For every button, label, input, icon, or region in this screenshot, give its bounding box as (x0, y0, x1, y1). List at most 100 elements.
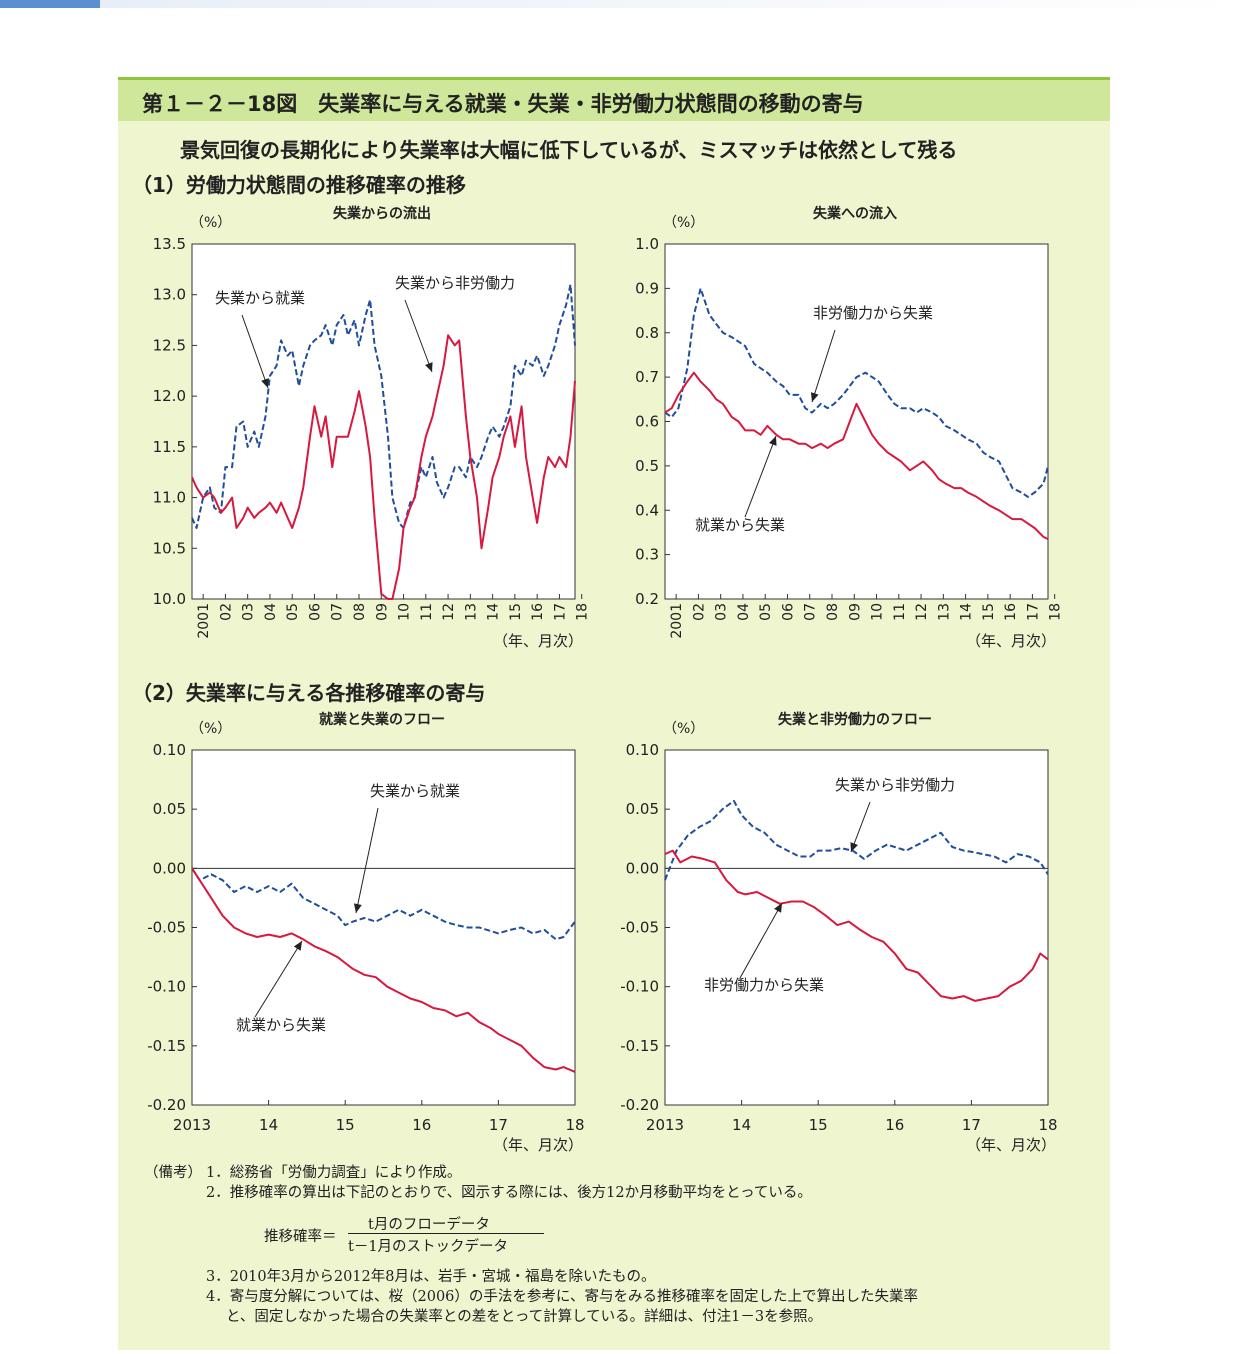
c3-annotation-arrowhead (293, 941, 302, 951)
note-4a: 4．寄与度分解については、桜（2006）の手法を参考に、寄与をみる推移確率を固定… (206, 1289, 918, 1305)
c3-xlabel: （年、月次） (493, 1136, 583, 1154)
c4-xtick-label: 18 (1038, 1116, 1057, 1134)
c2-ytick-label: 0.7 (635, 368, 659, 386)
c2-xtick-label: 05 (758, 603, 774, 621)
c2-plot-area (664, 243, 1049, 600)
c1-ytick-label: 12.5 (153, 336, 186, 354)
c3-annotation-label: 就業から失業 (236, 1016, 326, 1034)
c2-xtick-label: 12 (914, 603, 930, 621)
c3-series-dashed-line (191, 867, 576, 941)
c3-xtick-label: 18 (565, 1116, 584, 1134)
figure-title: 第１－２－18図 失業率に与える就業・失業・非労働力状態間の移動の寄与 (142, 92, 864, 116)
c2-xtick-label: 07 (803, 603, 819, 621)
c1-xtick-label: 15 (508, 603, 524, 621)
c3-ytick-label: -0.15 (147, 1037, 186, 1055)
formula-lhs: 推移確率＝ (264, 1229, 337, 1245)
figure-header: 第１－２－18図 失業率に与える就業・失業・非労働力状態間の移動の寄与 (118, 77, 1110, 121)
c4-annotation-label: 失業から非労働力 (835, 776, 955, 794)
formula-denominator: t－1月のストックデータ (348, 1239, 509, 1255)
c2-xtick-label: 03 (714, 603, 730, 621)
c2-xtick-label: 06 (780, 603, 796, 621)
c3-ytick-label: 0.05 (153, 800, 186, 818)
c4-series-solid-line (664, 849, 1049, 1002)
c1-ytick-label: 13.0 (153, 286, 186, 304)
c1-annotation-arrowhead (425, 362, 433, 372)
figure-subtitle: 景気回復の長期化により失業率は大幅に低下しているが、ミスマッチは依然として残る (180, 138, 958, 162)
c1-xtick-label: 17 (552, 603, 568, 621)
c1-xtick-label: 2001 (196, 603, 212, 639)
c1-xtick-label: 06 (307, 603, 323, 621)
c1-xtick-label: 12 (441, 603, 457, 621)
c1-annotation-arrow (404, 299, 433, 373)
c1-annotation-label: 失業から就業 (215, 289, 305, 307)
c2-annotation-label: 非労働力から失業 (813, 304, 933, 322)
c4-annotation-arrow (739, 902, 783, 979)
c4-ytick-label: -0.10 (620, 978, 659, 996)
c2-series-solid-line (664, 371, 1049, 540)
c1-series-solid-line (191, 334, 576, 600)
c2-xtick-label: 14 (959, 603, 975, 621)
c2-xtick-label: 10 (870, 603, 886, 621)
c3-title: 就業と失業のフロー (319, 711, 445, 728)
c2-ytick-label: 0.3 (635, 546, 659, 564)
c2-title: 失業への流入 (813, 205, 897, 222)
c1-ytick-label: 12.0 (153, 387, 186, 405)
formula-bar (348, 1233, 544, 1234)
c2-unit: （%） (663, 215, 704, 231)
c2-ytick-label: 0.9 (635, 279, 659, 297)
c2-xtick-label: 11 (892, 603, 908, 621)
note-3: 3．2010年3月から2012年8月は、岩手・宮城・福島を除いたもの。 (206, 1269, 656, 1285)
c4-ytick-label: 0.10 (626, 741, 659, 759)
c3-annotation-arrow (254, 940, 303, 1018)
c2-xlabel: （年、月次） (966, 632, 1056, 650)
c1-xtick-label: 11 (419, 603, 435, 621)
c4-xlabel: （年、月次） (966, 1136, 1056, 1154)
c3-annotation-arrow (355, 807, 379, 914)
note-2: 2．推移確率の算出は下記のとおりで、図示する際には、後方12か月移動平均をとって… (206, 1185, 812, 1201)
c4-annotation-arrowhead (850, 842, 858, 852)
c2-ytick-label: 0.2 (635, 590, 659, 608)
c2-annotation-label: 就業から失業 (695, 516, 785, 534)
c1-title: 失業からの流出 (333, 205, 431, 222)
c2-annotation-arrowhead (810, 392, 819, 402)
c1-xtick-label: 08 (352, 603, 368, 621)
c4-ytick-label: -0.15 (620, 1037, 659, 1055)
c2-xtick-label: 09 (847, 603, 863, 621)
c1-xtick-label: 02 (218, 603, 234, 621)
note-4b: と、固定しなかった場合の失業率との差をとって計算している。詳細は、付注1－3を参… (226, 1309, 823, 1325)
c4-xtick-label: 16 (885, 1116, 904, 1134)
formula-numerator: t月のフローデータ (368, 1217, 490, 1233)
c2-annotation-arrow (811, 329, 836, 403)
c1-xtick-label: 13 (463, 603, 479, 621)
c2-series-dashed-line (664, 287, 1049, 498)
c2-ytick-label: 0.5 (635, 457, 659, 475)
c1-ytick-label: 11.0 (153, 489, 186, 507)
c1-xtick-label: 09 (374, 603, 390, 621)
c2-xtick-label: 04 (736, 603, 752, 621)
c4-ytick-label: -0.05 (620, 919, 659, 937)
c1-series-dashed-line (191, 283, 576, 529)
c3-ytick-label: -0.20 (147, 1096, 186, 1114)
c1-xtick-label: 10 (397, 603, 413, 621)
c2-xtick-label: 15 (981, 603, 997, 621)
c1-annotation-arrow (241, 314, 269, 389)
c1-xtick-label: 18 (575, 603, 591, 621)
c3-ytick-label: -0.05 (147, 919, 186, 937)
c2-xtick-label: 16 (1003, 603, 1019, 621)
c1-unit: （%） (190, 215, 231, 231)
c1-ytick-label: 13.5 (153, 235, 186, 253)
c2-xtick-label: 08 (825, 603, 841, 621)
c4-title: 失業と非労働力のフロー (778, 711, 932, 728)
c4-xtick-label: 17 (962, 1116, 981, 1134)
c1-xtick-label: 07 (330, 603, 346, 621)
c3-ytick-label: 0.10 (153, 741, 186, 759)
c1-xtick-label: 16 (530, 603, 546, 621)
c2-ytick-label: 0.4 (635, 501, 659, 519)
c2-xtick-label: 18 (1048, 603, 1064, 621)
c4-ytick-label: 0.00 (626, 859, 659, 877)
note-1: 1．総務省「労働力調査」により作成。 (206, 1165, 462, 1181)
c1-xtick-label: 14 (486, 603, 502, 621)
c1-annotation-arrowhead (261, 378, 269, 388)
c4-xtick-label: 14 (732, 1116, 751, 1134)
c2-ytick-label: 0.8 (635, 324, 659, 342)
